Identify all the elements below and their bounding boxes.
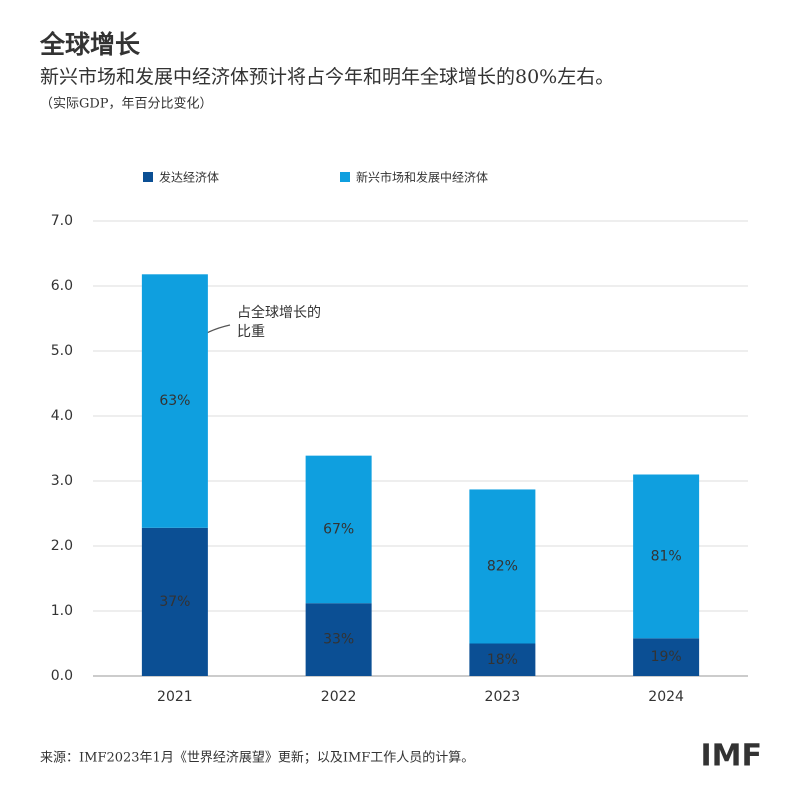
- y-tick-label: 1.0: [51, 603, 73, 619]
- source: 来源：IMF2023年1月《世界经济展望》更新；以及IMF工作人员的计算。: [40, 750, 474, 766]
- x-tick-label: 2022: [321, 689, 357, 705]
- subtitle: 新兴市场和发展中经济体预计将占今年和明年全球增长的80%左右。: [40, 66, 614, 88]
- x-tick-label: 2024: [648, 689, 684, 705]
- annotation: 占全球增长的: [237, 304, 321, 321]
- share-label: 37%: [159, 594, 190, 610]
- legend-swatch: [143, 172, 153, 182]
- y-tick-label: 3.0: [51, 473, 73, 489]
- chart-title: 全球增长: [39, 30, 141, 59]
- share-label: 19%: [651, 649, 682, 665]
- bar-segment: [141, 527, 208, 676]
- share-label: 33%: [323, 632, 354, 648]
- y-tick-label: 2.0: [51, 538, 73, 554]
- bar-segment: [633, 638, 700, 676]
- share-label: 63%: [159, 393, 190, 409]
- y-tick-label: 7.0: [51, 213, 73, 229]
- bar-segment: [469, 643, 536, 676]
- logo: IMF: [700, 739, 762, 774]
- y-tick-label: 5.0: [51, 343, 73, 359]
- y-tick-label: 6.0: [51, 278, 73, 294]
- x-tick-label: 2023: [485, 689, 521, 705]
- share-label: 81%: [651, 548, 682, 564]
- y-tick-label: 4.0: [51, 408, 73, 424]
- annotation: 比重: [237, 324, 265, 340]
- bar-segment: [305, 455, 372, 604]
- bar-segment: [305, 603, 372, 676]
- legend-label: 新兴市场和发展中经济体: [356, 170, 488, 185]
- share-label: 18%: [487, 652, 518, 668]
- bar-segment: [469, 489, 536, 644]
- unit-note: （实际GDP，年百分比变化）: [40, 96, 213, 112]
- x-tick-label: 2021: [157, 689, 193, 705]
- legend-label: 发达经济体: [159, 170, 219, 185]
- share-label: 82%: [487, 558, 518, 574]
- bar-segment: [633, 474, 700, 639]
- legend-swatch: [340, 172, 350, 182]
- y-tick-label: 0.0: [51, 668, 73, 684]
- share-label: 67%: [323, 521, 354, 537]
- bar-segment: [141, 274, 208, 528]
